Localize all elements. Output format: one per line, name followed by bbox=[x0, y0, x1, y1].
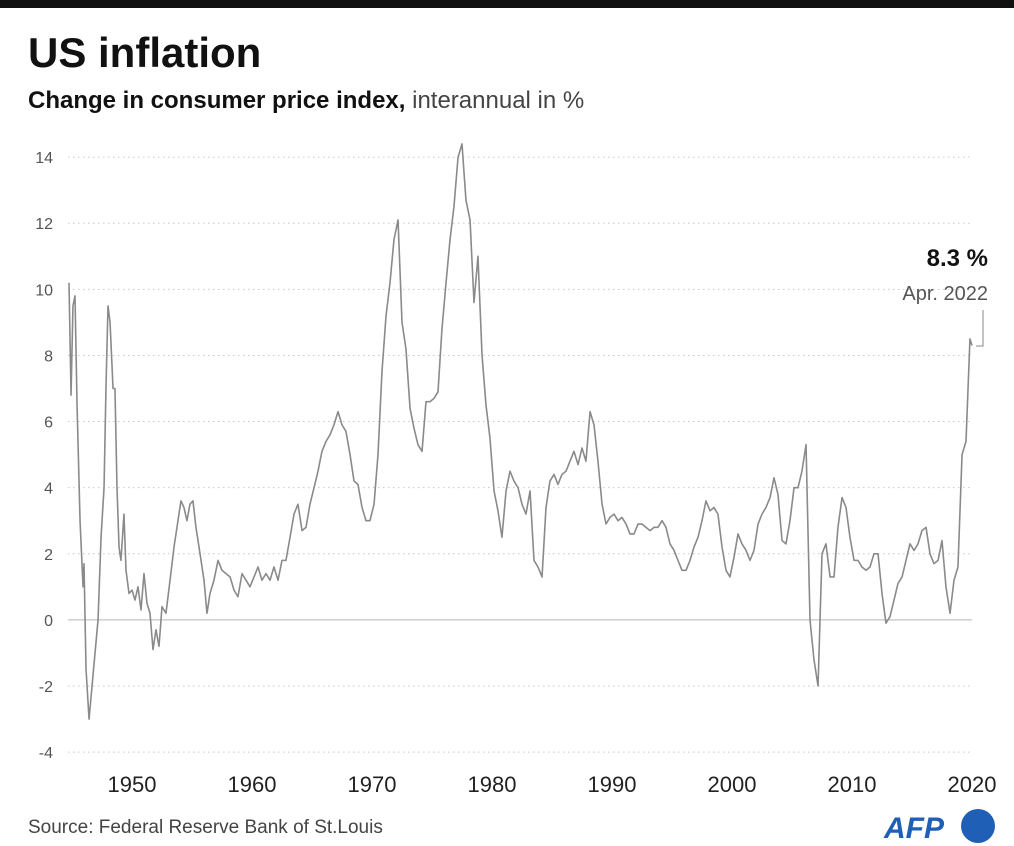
plot-area: -4 -2 0 2 4 6 8 10 12 14 1950 1960 1970 1980 1990 2000 2… bbox=[35, 143, 997, 797]
x-tick-label: 1970 bbox=[348, 772, 397, 797]
y-tick-label: 0 bbox=[44, 613, 53, 630]
x-tick-label: 2010 bbox=[828, 772, 877, 797]
y-tick-label: -2 bbox=[39, 679, 53, 696]
x-tick-label: 2000 bbox=[708, 772, 757, 797]
logo-text: AFP bbox=[883, 812, 945, 845]
chart-title: US inflation bbox=[28, 29, 261, 76]
x-tick-label: 1990 bbox=[588, 772, 637, 797]
y-tick-label: 8 bbox=[44, 348, 53, 365]
x-tick-label: 1950 bbox=[108, 772, 157, 797]
logo-circle bbox=[961, 809, 995, 843]
y-tick-label: 6 bbox=[44, 415, 53, 432]
y-tick-label: 4 bbox=[44, 481, 53, 498]
annotation-leader bbox=[976, 310, 984, 347]
source: Source: Federal Reserve Bank of St.Louis bbox=[28, 817, 383, 838]
y-tick-label: 2 bbox=[44, 547, 53, 564]
annotation-value: 8.3 % bbox=[927, 245, 988, 272]
x-tick-label: 2020 bbox=[948, 772, 997, 797]
x-tick-label: 1980 bbox=[468, 772, 517, 797]
chart-subtitle: Change in consumer price index, interann… bbox=[28, 87, 584, 114]
top-bar bbox=[0, 0, 1014, 8]
y-tick-label: 10 bbox=[35, 282, 53, 299]
inflation-line bbox=[68, 143, 973, 720]
subtitle-bold: Change in consumer price index, bbox=[28, 87, 405, 114]
x-tick-label: 1960 bbox=[228, 772, 277, 797]
y-tick-label: -4 bbox=[39, 745, 53, 762]
subtitle-rest: interannual in % bbox=[412, 87, 584, 114]
y-tick-label: 12 bbox=[35, 216, 53, 233]
y-tick-label: 14 bbox=[35, 150, 53, 167]
annotation-date: Apr. 2022 bbox=[902, 283, 988, 305]
